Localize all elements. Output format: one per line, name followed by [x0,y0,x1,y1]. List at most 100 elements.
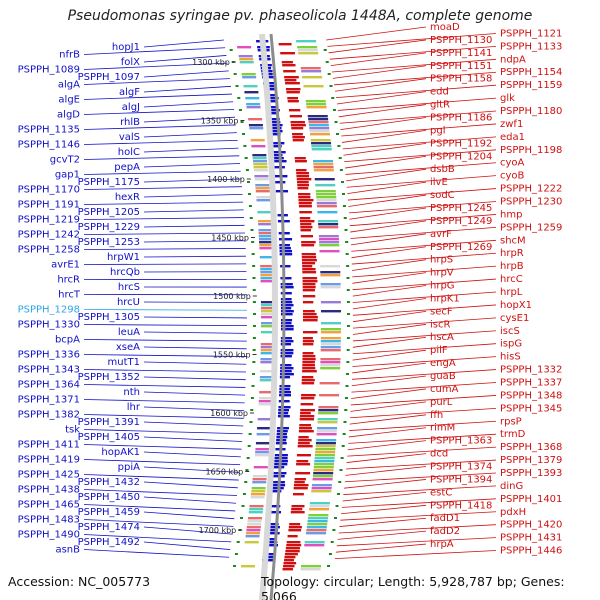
right-gene-label: hrpL [500,287,523,298]
right-strand-feature [301,241,316,244]
right-gene-label: PSPPH_1230 [500,197,562,208]
gc-marker [346,265,350,267]
category-feature [316,202,337,205]
right-strand-feature [302,283,316,286]
gc-marker [251,385,255,387]
gc-marker [345,385,349,387]
category-feature [310,133,331,136]
right-connector-line [346,459,497,470]
scale-tick-label: 1350 kbp [201,117,239,126]
right-connector-line [328,39,427,54]
right-gene-label: PSPPH_1192 [430,138,492,149]
gc-marker [344,229,348,231]
right-gene-label: PSPPH_1130 [430,35,492,46]
backbone-arc-shadow [259,33,278,600]
left-connector-line [83,414,244,419]
right-gene-label: PSPPH_1259 [500,222,562,233]
category-feature [311,487,332,490]
left-connector-line [83,489,238,496]
left-gene-label: PSPPH_1229 [78,222,140,233]
category-feature [241,73,256,76]
category-feature [316,205,337,208]
category-feature [320,367,341,370]
category-feature [253,166,268,169]
right-connector-line [344,149,497,163]
left-gene-label: PSPPH_1175 [78,177,140,188]
category-feature [306,106,327,109]
right-strand-feature [299,217,311,220]
left-gene-label: lhr [127,402,141,413]
gc-marker [340,457,344,459]
right-connector-line [352,317,497,329]
left-strand-feature [279,253,293,256]
right-gene-label: PSPPH_1418 [430,500,492,511]
right-strand-feature [291,508,303,511]
right-gene-label: PSPPH_1348 [500,390,562,401]
right-connector-line [351,239,497,252]
right-connector-line [342,491,427,502]
right-strand-feature [298,205,312,208]
gc-marker [336,493,340,495]
right-strand-feature [296,178,312,181]
right-strand-feature [302,289,315,292]
left-gene-label: avrE1 [51,260,80,271]
left-connector-line [143,421,244,427]
right-connector-line [352,330,497,342]
category-feature [257,427,272,430]
left-strand-feature [271,490,282,493]
gc-marker [240,517,244,519]
category-feature [249,508,264,511]
category-feature [320,322,341,325]
gc-marker [245,469,249,471]
gc-marker [250,409,254,411]
category-feature [318,238,339,241]
category-feature [306,529,327,532]
right-strand-feature [298,436,309,439]
right-strand-feature [288,109,301,112]
gc-marker [237,97,241,99]
right-gene-label: rpsP [500,416,522,427]
right-strand-feature [297,445,313,448]
left-gene-label: PSPPH_1382 [18,410,80,421]
category-feature [301,70,322,73]
right-strand-feature [302,268,316,271]
left-connector-line [143,240,246,243]
right-gene-label: PSPPH_1154 [500,67,562,78]
category-feature [320,301,341,304]
category-feature [257,211,272,214]
right-gene-label: iscS [500,326,520,337]
category-feature [309,508,330,511]
gc-marker [250,397,254,399]
left-gene-label: PSPPH_1253 [78,237,140,248]
right-connector-line [352,285,427,297]
left-connector-line [83,324,247,327]
category-feature [251,490,266,493]
category-feature [320,271,341,274]
left-gene-label: PSPPH_1465 [18,500,80,511]
left-strand-feature [278,406,291,409]
gc-marker [332,109,336,111]
left-strand-feature [265,538,276,541]
left-connector-line [83,534,232,543]
right-connector-line [345,162,497,175]
right-gene-label: PSPPH_1420 [500,520,562,531]
gc-marker [346,277,350,279]
right-connector-line [341,123,497,137]
right-connector-line [338,104,427,118]
left-strand-feature [280,298,292,301]
right-connector-line [351,259,427,271]
left-connector-line [143,331,247,334]
left-connector-line [83,384,246,388]
category-feature [260,358,275,361]
gc-marker [332,529,336,531]
category-feature [316,196,337,199]
category-feature [300,67,321,70]
left-gene-label: PSPPH_1352 [78,372,140,383]
gc-marker [346,289,350,291]
gc-marker [252,325,256,327]
right-strand-feature [292,136,305,139]
gc-marker [346,337,350,339]
category-feature [297,46,318,49]
right-strand-feature [302,343,314,346]
gc-marker [252,337,256,339]
